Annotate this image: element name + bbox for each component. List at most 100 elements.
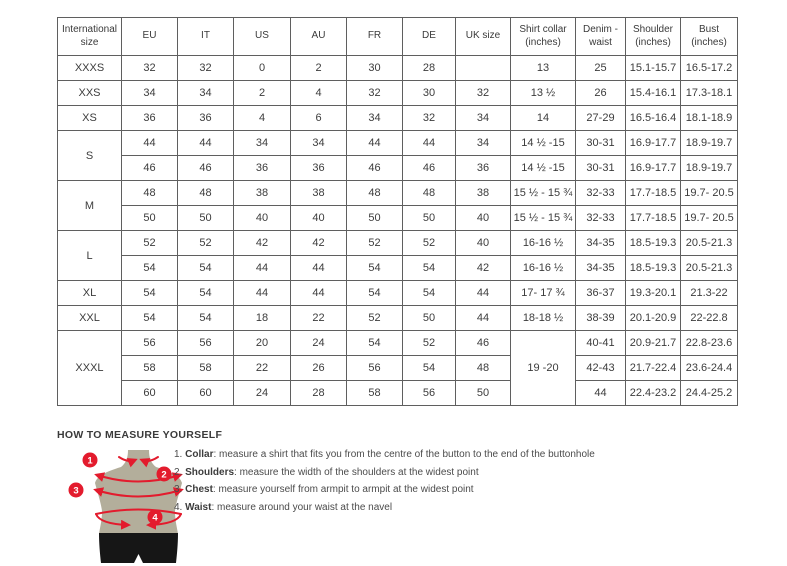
badge-collar: 1 (82, 452, 98, 468)
table-cell: XXXS (57, 55, 122, 81)
table-cell: 44 (402, 130, 456, 156)
table-cell: 44 (290, 255, 347, 281)
table-cell: 52 (346, 230, 403, 256)
table-cell: 54 (121, 255, 178, 281)
table-row: XXXL 56 56 20 24 54 52 46 19 -20 40-41 20.9-21.7 22… (57, 330, 738, 406)
shoulders-arrow (94, 472, 183, 483)
table-cell: 42 (233, 230, 291, 256)
table-cell: 60 (177, 380, 234, 406)
table-cell: 25 (575, 55, 626, 81)
table-cell: 46 (402, 155, 456, 181)
table-cell: 36 (233, 155, 291, 181)
column-header: EU (121, 17, 178, 56)
table-cell: 4 (290, 80, 347, 106)
table-cell: 13 ½ (510, 80, 576, 106)
table-cell: 54 (346, 330, 403, 356)
table-cell: 36-37 (575, 280, 626, 306)
table-cell: L (57, 230, 122, 281)
table-cell: 19.7- 20.5 (680, 180, 738, 206)
table-cell: 34 (177, 80, 234, 106)
table-cell: 20.1-20.9 (625, 305, 681, 331)
table-cell: 34 (346, 105, 403, 131)
column-header: US (233, 17, 291, 56)
table-cell: 50 (402, 205, 456, 231)
table-cell: S (57, 130, 122, 181)
table-cell: XXS (57, 80, 122, 106)
svg-text:2: 2 (161, 469, 166, 480)
table-row: M 48 48 38 38 48 48 38 15 ½ - 15 ¾ 32-33 17.7-18.5… (57, 180, 738, 231)
size-table: International size EU IT US AU FR DE UK size Shi… (57, 17, 738, 406)
table-cell: 42 (290, 230, 347, 256)
table-cell: 34-35 (575, 230, 626, 256)
table-cell: 40-41 (575, 330, 626, 356)
table-cell: 13 (510, 55, 576, 81)
table-cell: 16.5-17.2 (680, 55, 738, 81)
table-cell: 20.5-21.3 (680, 230, 738, 256)
waist-arrow (146, 513, 182, 530)
svg-text:1: 1 (87, 455, 93, 466)
table-row: XXXS 32 32 0 2 30 28 13 25 15.1-15.7 16.5-17.2 (57, 55, 738, 81)
table-cell (455, 55, 511, 81)
table-cell: 22 (290, 305, 347, 331)
table-cell: 15 ½ - 15 ¾ (510, 205, 576, 231)
table-cell: 52 (177, 230, 234, 256)
table-row: L 52 52 42 42 52 52 40 16-16 ½ 34-35 18.5-19.3 20.5… (57, 230, 738, 281)
table-cell: 21.3-22 (680, 280, 738, 306)
table-cell: 44 (233, 280, 291, 306)
table-cell: 40 (455, 205, 511, 231)
table-cell: 52 (402, 230, 456, 256)
table-cell: 46 (455, 330, 511, 356)
table-cell: 36 (121, 105, 178, 131)
table-cell: 54 (121, 280, 178, 306)
table-cell: 50 (402, 305, 456, 331)
table-cell: 4 (233, 105, 291, 131)
column-header: AU (290, 17, 347, 56)
table-cell: 24 (233, 380, 291, 406)
table-cell: 44 (455, 280, 511, 306)
table-cell: 17.7-18.5 (625, 205, 681, 231)
column-header: UK size (455, 17, 511, 56)
table-cell: 48 (121, 180, 178, 206)
table-cell: 44 (233, 255, 291, 281)
table-cell: 38 (233, 180, 291, 206)
table-cell: 14 ½ -15 (510, 130, 576, 156)
table-row: XS 36 36 4 6 34 32 34 14 27-29 16.5-16.4 18.1-18.9 (57, 105, 738, 131)
table-cell: 42-43 (575, 355, 626, 381)
svg-text:4: 4 (152, 512, 158, 523)
table-cell: 26 (575, 80, 626, 106)
measure-title: HOW TO MEASURE YOURSELF (57, 429, 223, 441)
table-cell: 40 (233, 205, 291, 231)
table-cell: 2 (290, 55, 347, 81)
table-cell: 22 (233, 355, 291, 381)
table-row: 50 50 40 40 50 50 40 15 ½ - 15 ¾ 32-33 17.7-18.5 1… (58, 205, 738, 231)
table-cell: 18.9-19.7 (680, 155, 738, 181)
table-cell: 54 (402, 255, 456, 281)
table-cell: 48 (346, 180, 403, 206)
table-cell: 34 (455, 105, 511, 131)
measure-item: 2. Shoulders: measure the width of the s… (174, 466, 479, 478)
table-cell: 20 (233, 330, 291, 356)
table-cell: 30-31 (575, 130, 626, 156)
table-cell: 17.3-18.1 (680, 80, 738, 106)
table-cell: 30-31 (575, 155, 626, 181)
table-cell: 17- 17 ¾ (510, 280, 576, 306)
table-cell: 32 (121, 55, 178, 81)
measure-item: 4. Waist: measure around your waist at t… (174, 501, 393, 513)
table-row: 58 58 22 26 56 54 48 42-43 21.7-22.4 23.6-24.4 (58, 355, 738, 381)
table-cell: 54 (346, 280, 403, 306)
table-cell: 48 (177, 180, 234, 206)
table-cell: 58 (177, 355, 234, 381)
table-cell: 56 (177, 330, 234, 356)
table-cell: 2 (233, 80, 291, 106)
table-cell: 0 (233, 55, 291, 81)
table-cell: 23.6-24.4 (680, 355, 738, 381)
table-cell: 40 (290, 205, 347, 231)
table-row: 54 54 44 44 54 54 42 16-16 ½ 34-35 18.5-19.3 20.5-… (58, 255, 738, 281)
table-cell: 32 (177, 55, 234, 81)
table-cell: 34 (233, 130, 291, 156)
table-cell: 16.5-16.4 (625, 105, 681, 131)
table-cell: 30 (402, 80, 456, 106)
table-cell: 54 (121, 305, 178, 331)
table-cell: 15 ½ - 15 ¾ (510, 180, 576, 206)
table-cell: 18.5-19.3 (625, 255, 681, 281)
